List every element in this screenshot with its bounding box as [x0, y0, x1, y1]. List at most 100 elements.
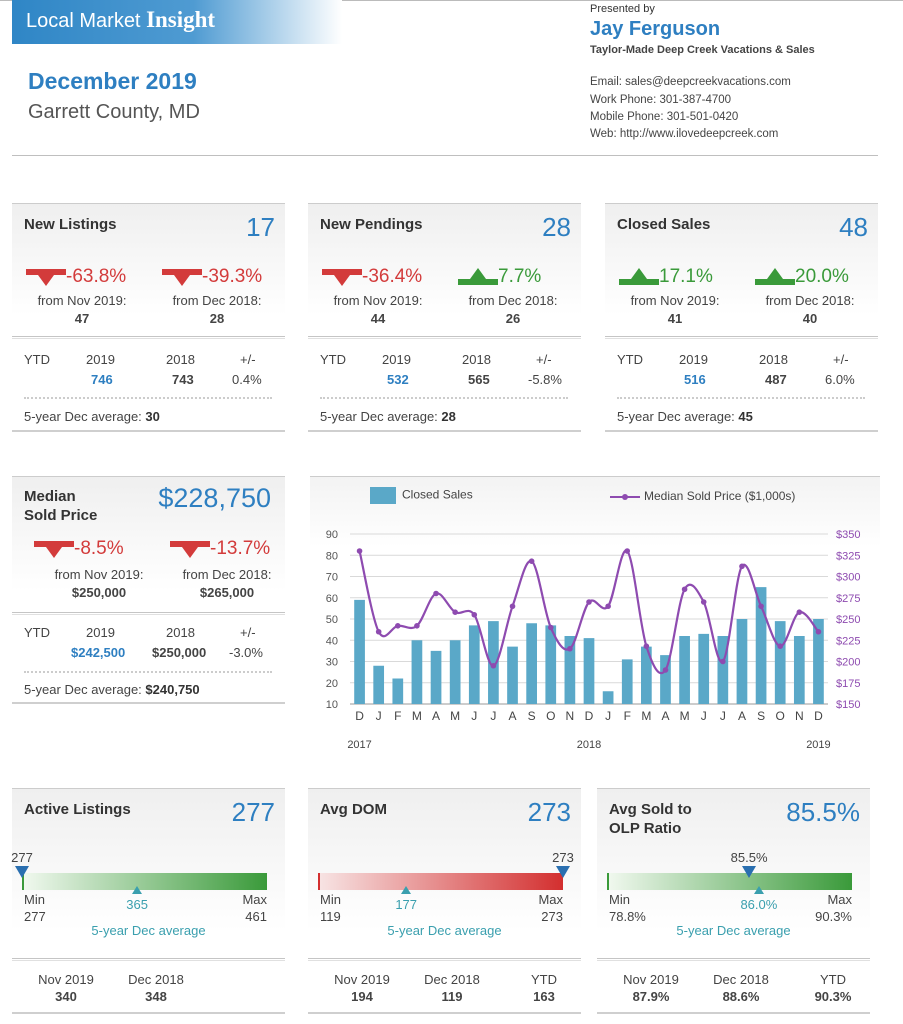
gauge-marker-icon: [742, 866, 757, 878]
median-price-value: $228,750: [158, 483, 271, 513]
gauge-min-value: 119: [320, 909, 341, 924]
gauge-card: Avg DOM 273: [308, 788, 581, 956]
price-point: [643, 643, 650, 649]
card-from-right-label: from Dec 2018:: [172, 293, 262, 308]
ytd-change: -5.8%: [528, 372, 562, 387]
gauge-foot-value: 340: [55, 989, 77, 1004]
card-5yr-average: 5-year Dec average: 28: [320, 409, 456, 424]
x-tick-label: M: [450, 709, 460, 723]
bar: [641, 646, 652, 704]
gauge-marker-icon: [15, 866, 29, 878]
bar: [449, 640, 461, 704]
x-tick-label: A: [432, 709, 440, 723]
x-tick-label: M: [641, 709, 651, 723]
price-point: [414, 623, 420, 629]
median-change-right: -13.7%: [170, 538, 270, 560]
bar: [755, 587, 767, 704]
x-tick-label: A: [738, 709, 746, 723]
ytd-year2: 2018: [462, 352, 491, 367]
gauge-foot-label: Dec 2018: [128, 972, 184, 987]
legend-bar: Closed Sales: [370, 487, 473, 504]
gauge-max-value: 90.3%: [815, 909, 852, 924]
gauge-current-label: 277: [11, 850, 33, 865]
sales-price-chart: 90 80 70 60 50 40 30 20 10 $350 $325 $300 $275 $250 $2…: [310, 476, 880, 758]
gauge-separator: [308, 958, 581, 961]
left-tick-label: 80: [326, 550, 338, 562]
price-point: [567, 645, 573, 652]
bar: [679, 636, 690, 704]
ytd-label: YTD: [617, 352, 643, 367]
contact-mobile-phone: Mobile Phone: 301-501-0420: [590, 111, 739, 123]
left-tick-label: 90: [326, 529, 338, 541]
gauge-bottom-line: [597, 1012, 870, 1014]
median-from-right-label: from Dec 2018:: [182, 567, 272, 582]
gauge-current-label: 85.5%: [730, 850, 768, 865]
x-tick-label: J: [471, 709, 477, 723]
median-ytd-value2: $250,000: [152, 645, 207, 660]
gauge-separator: [597, 958, 870, 961]
x-tick-label: J: [720, 709, 726, 723]
bar: [660, 655, 671, 704]
left-tick-label: 60: [326, 593, 338, 605]
gauge-avg-value: 365: [126, 897, 148, 912]
price-point: [720, 658, 726, 665]
top-border: [0, 0, 903, 1]
median-avg-label: 5-year Dec average:: [24, 682, 142, 697]
contact-email[interactable]: Email: sales@deepcreekvacations.com: [590, 76, 791, 88]
contact-web[interactable]: Web: http://www.ilovedeepcreek.com: [590, 128, 779, 140]
right-tick-label: $275: [836, 593, 860, 605]
median-ytd-year2: 2018: [166, 625, 195, 640]
card-pct-left: -36.4%: [362, 266, 423, 287]
x-tick-label: A: [661, 709, 669, 723]
bar: [564, 636, 576, 704]
ytd-pm: +/-: [240, 352, 256, 367]
gauge-min-value: 78.8%: [609, 909, 646, 924]
banner-bold: Insight: [146, 7, 216, 32]
price-point: [777, 643, 783, 649]
card-value: 48: [839, 212, 868, 242]
price-point: [662, 667, 669, 673]
card-change-right: -39.3%: [162, 266, 262, 288]
legend-line-swatch: [610, 493, 640, 500]
ytd-value1: 516: [684, 372, 706, 387]
median-5yr-average: 5-year Dec average: $240,750: [24, 682, 200, 697]
median-title-line1: Median: [24, 488, 76, 505]
card-dots: [320, 397, 568, 399]
bar: [736, 619, 748, 704]
down-arrow-icon: [170, 540, 210, 558]
agent-name: Jay Ferguson: [590, 18, 721, 40]
ytd-value2: 743: [172, 372, 194, 387]
gauge-foot-label: YTD: [820, 972, 846, 987]
card-pct-right: 7.7%: [498, 266, 542, 287]
legend-bar-swatch: [370, 487, 396, 504]
gauge-avg-label: 5-year Dec average: [387, 923, 502, 938]
gauge-avg-marker-icon: [753, 886, 764, 894]
card-from-left-value: 41: [667, 311, 683, 326]
card-5yr-average: 5-year Dec average: 45: [617, 409, 753, 424]
x-tick-label: J: [605, 709, 611, 723]
price-point: [547, 624, 554, 631]
price-point: [624, 548, 631, 554]
card-separator: [308, 336, 581, 339]
x-tick-label: M: [412, 709, 422, 723]
down-arrow-icon: [26, 268, 66, 286]
median-ytd-label: YTD: [24, 625, 50, 640]
card-separator: [605, 336, 878, 339]
x-tick-label: D: [585, 709, 594, 723]
median-ytd-year1: 2019: [86, 625, 115, 640]
bar: [813, 619, 824, 704]
median-pct-left: -8.5%: [74, 538, 124, 559]
gauge-max-value: 461: [245, 909, 267, 924]
median-separator: [12, 612, 285, 615]
median-dots: [24, 671, 272, 673]
gauge-max-value: 273: [541, 909, 563, 924]
bar: [468, 625, 480, 704]
report-month: December 2019: [28, 68, 197, 94]
card-title: New Pendings: [320, 216, 423, 233]
median-from-right-value: $265,000: [199, 585, 255, 600]
gauge-max-label: Max: [242, 892, 267, 907]
gauge-separator: [12, 958, 285, 961]
avg-label: 5-year Dec average:: [24, 409, 142, 424]
avg-label: 5-year Dec average:: [320, 409, 438, 424]
gauge-avg-value: 177: [395, 897, 418, 912]
